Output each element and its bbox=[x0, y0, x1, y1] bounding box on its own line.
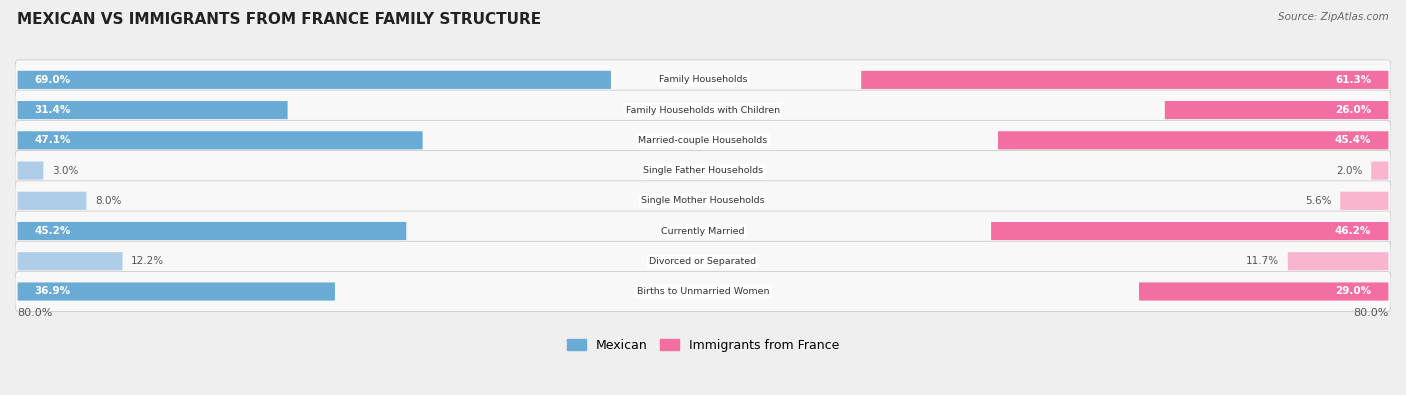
Text: 45.2%: 45.2% bbox=[35, 226, 72, 236]
FancyBboxPatch shape bbox=[1371, 162, 1388, 180]
FancyBboxPatch shape bbox=[15, 271, 1391, 311]
Text: 69.0%: 69.0% bbox=[35, 75, 70, 85]
FancyBboxPatch shape bbox=[15, 241, 1391, 281]
FancyBboxPatch shape bbox=[998, 131, 1388, 149]
FancyBboxPatch shape bbox=[18, 192, 86, 210]
Text: 61.3%: 61.3% bbox=[1334, 75, 1371, 85]
FancyBboxPatch shape bbox=[18, 162, 44, 180]
FancyBboxPatch shape bbox=[15, 150, 1391, 190]
Text: Divorced or Separated: Divorced or Separated bbox=[650, 257, 756, 266]
FancyBboxPatch shape bbox=[15, 90, 1391, 130]
FancyBboxPatch shape bbox=[15, 120, 1391, 160]
Text: 12.2%: 12.2% bbox=[131, 256, 165, 266]
FancyBboxPatch shape bbox=[1288, 252, 1388, 270]
Text: 80.0%: 80.0% bbox=[18, 308, 53, 318]
Text: 31.4%: 31.4% bbox=[35, 105, 72, 115]
FancyBboxPatch shape bbox=[15, 181, 1391, 221]
FancyBboxPatch shape bbox=[18, 131, 423, 149]
Text: 36.9%: 36.9% bbox=[35, 286, 70, 297]
Text: 46.2%: 46.2% bbox=[1334, 226, 1371, 236]
Text: 11.7%: 11.7% bbox=[1246, 256, 1279, 266]
Text: 8.0%: 8.0% bbox=[96, 196, 121, 206]
Text: 2.0%: 2.0% bbox=[1336, 166, 1362, 175]
FancyBboxPatch shape bbox=[1139, 282, 1388, 301]
Text: 45.4%: 45.4% bbox=[1334, 135, 1371, 145]
Text: Currently Married: Currently Married bbox=[661, 226, 745, 235]
Text: 5.6%: 5.6% bbox=[1305, 196, 1331, 206]
Text: 47.1%: 47.1% bbox=[35, 135, 72, 145]
FancyBboxPatch shape bbox=[18, 222, 406, 240]
FancyBboxPatch shape bbox=[18, 101, 288, 119]
FancyBboxPatch shape bbox=[862, 71, 1388, 89]
Text: 26.0%: 26.0% bbox=[1334, 105, 1371, 115]
FancyBboxPatch shape bbox=[15, 60, 1391, 100]
Text: 80.0%: 80.0% bbox=[1353, 308, 1388, 318]
FancyBboxPatch shape bbox=[1340, 192, 1388, 210]
Text: Births to Unmarried Women: Births to Unmarried Women bbox=[637, 287, 769, 296]
Text: Family Households with Children: Family Households with Children bbox=[626, 105, 780, 115]
FancyBboxPatch shape bbox=[15, 211, 1391, 251]
FancyBboxPatch shape bbox=[18, 282, 335, 301]
FancyBboxPatch shape bbox=[18, 71, 612, 89]
Text: 3.0%: 3.0% bbox=[52, 166, 79, 175]
Legend: Mexican, Immigrants from France: Mexican, Immigrants from France bbox=[562, 334, 844, 357]
Text: MEXICAN VS IMMIGRANTS FROM FRANCE FAMILY STRUCTURE: MEXICAN VS IMMIGRANTS FROM FRANCE FAMILY… bbox=[17, 12, 541, 27]
Text: Married-couple Households: Married-couple Households bbox=[638, 136, 768, 145]
FancyBboxPatch shape bbox=[991, 222, 1388, 240]
FancyBboxPatch shape bbox=[18, 252, 122, 270]
Text: Single Mother Households: Single Mother Households bbox=[641, 196, 765, 205]
Text: 29.0%: 29.0% bbox=[1336, 286, 1371, 297]
Text: Source: ZipAtlas.com: Source: ZipAtlas.com bbox=[1278, 12, 1389, 22]
Text: Single Father Households: Single Father Households bbox=[643, 166, 763, 175]
FancyBboxPatch shape bbox=[1164, 101, 1388, 119]
Text: Family Households: Family Households bbox=[659, 75, 747, 85]
